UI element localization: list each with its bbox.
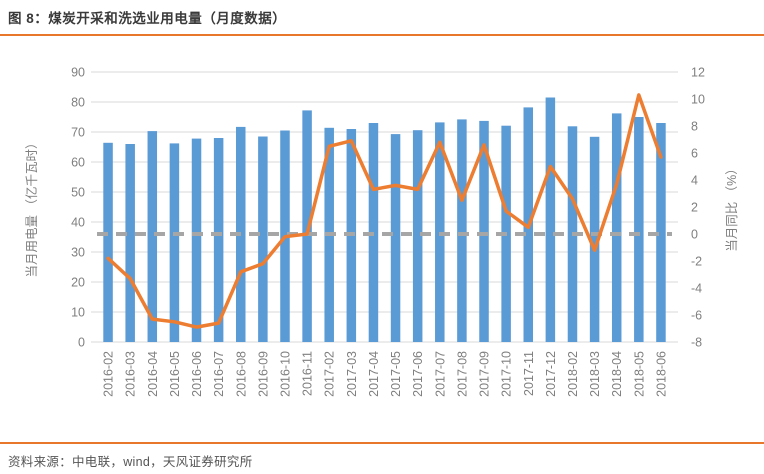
bar-2018-06: [656, 123, 666, 342]
right-axis-tick-label: -2: [691, 255, 702, 269]
right-axis-tick-label: -4: [691, 282, 702, 296]
x-axis-label-2016-11: 2016-11: [301, 351, 315, 396]
electricity-consumption-chart: 0 10 20 30 40 50 60 70 80 90 -8 -6 -4 -2 0 2 4 6 8 10 12 2016…: [24, 66, 739, 397]
x-axis-label-2016-02: 2016-02: [102, 351, 116, 397]
x-axis-label-2018-04: 2018-04: [610, 351, 624, 397]
bar-2016-03: [125, 144, 135, 342]
bar-2017-09: [479, 120, 489, 343]
x-axis-label-2017-05: 2017-05: [389, 351, 403, 397]
left-axis-tick-label: 80: [71, 96, 85, 110]
x-axis-label-2018-05: 2018-05: [632, 351, 646, 397]
x-axis-label-2016-10: 2016-10: [278, 351, 292, 397]
figure-title: 图 8：煤炭开采和洗选业用电量（月度数据）: [8, 11, 287, 26]
right-axis-tick-label: 10: [691, 93, 705, 107]
x-axis-label-2017-11: 2017-11: [522, 351, 536, 396]
x-axis-label-2017-12: 2017-12: [544, 351, 558, 397]
x-axis-label-2017-09: 2017-09: [478, 351, 492, 397]
x-axis-label-2017-10: 2017-10: [500, 351, 514, 397]
x-axis-label-2016-07: 2016-07: [212, 351, 226, 397]
bar-2016-11: [302, 110, 312, 343]
bar-2016-09: [258, 136, 268, 342]
right-axis-tick-label: 8: [691, 120, 698, 134]
bar-2016-02: [103, 142, 113, 342]
right-axis-tick-label: -8: [691, 336, 702, 350]
footer-rule: [0, 442, 764, 444]
title-underline-rule: [0, 34, 764, 36]
bar-2016-07: [213, 138, 224, 342]
left-axis-tick-label: 50: [71, 186, 85, 200]
x-axis-label-2016-08: 2016-08: [234, 351, 248, 397]
left-axis-tick-label: 40: [71, 216, 85, 230]
bar-2018-05: [634, 117, 644, 342]
left-axis-tick-label: 30: [71, 246, 85, 260]
left-axis-tick-label: 90: [71, 66, 85, 80]
x-axis-label-2017-06: 2017-06: [411, 351, 425, 397]
right-axis-tick-label: 6: [691, 147, 698, 161]
bar-2017-06: [412, 130, 423, 342]
left-axis-tick-label: 60: [71, 156, 85, 170]
x-axis-label-2018-06: 2018-06: [654, 351, 668, 397]
x-axis-label-2016-05: 2016-05: [168, 351, 182, 397]
yoy-line: [106, 93, 663, 329]
x-axis-label-2017-07: 2017-07: [433, 351, 447, 397]
bar-2017-05: [390, 134, 401, 342]
bar-2017-08: [457, 119, 467, 343]
x-axis-label-2017-03: 2017-03: [345, 351, 359, 397]
right-axis-tick-label: 2: [691, 201, 698, 215]
bar-2018-03: [589, 136, 600, 342]
right-axis-tick-label: 4: [691, 174, 698, 188]
x-axis-label-2017-02: 2017-02: [323, 351, 337, 397]
left-axis-tick-label: 20: [71, 276, 85, 290]
x-axis-label-2016-04: 2016-04: [146, 351, 160, 397]
right-axis-tick-label: -6: [691, 309, 702, 323]
bar-2016-04: [147, 131, 158, 342]
x-axis-label-2017-04: 2017-04: [367, 351, 381, 397]
bar-2016-05: [169, 143, 180, 342]
x-axis-label-2018-02: 2018-02: [566, 351, 580, 397]
bar-2017-12: [545, 97, 556, 342]
right-axis-tick-label: 12: [691, 66, 705, 80]
x-axis-label-2018-03: 2018-03: [588, 351, 602, 397]
x-axis-label-2016-09: 2016-09: [256, 351, 270, 397]
x-axis-label-2017-08: 2017-08: [455, 351, 469, 397]
left-axis-title: 当月用电量 （亿千瓦时）: [24, 137, 39, 278]
x-axis-label-2016-03: 2016-03: [124, 351, 138, 397]
bar-2016-06: [191, 138, 202, 342]
source-note: 资料来源：中电联，wind，天风证券研究所: [8, 455, 253, 469]
bar-2018-04: [611, 113, 622, 343]
x-axis-label-2016-06: 2016-06: [190, 351, 204, 397]
left-axis-tick-label: 70: [71, 126, 85, 140]
right-axis-title: 当月同比 （%）: [725, 162, 739, 252]
left-axis-tick-label: 0: [78, 336, 85, 350]
right-axis-tick-label: 0: [691, 228, 698, 242]
left-axis-tick-label: 10: [71, 306, 85, 320]
